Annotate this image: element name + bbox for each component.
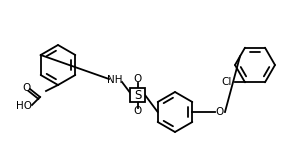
Text: S: S bbox=[134, 88, 142, 101]
FancyBboxPatch shape bbox=[130, 88, 146, 102]
Text: NH: NH bbox=[107, 75, 123, 85]
Text: O: O bbox=[134, 73, 142, 84]
Text: O: O bbox=[22, 83, 30, 93]
Text: HO: HO bbox=[16, 101, 32, 111]
Text: O: O bbox=[216, 107, 224, 117]
Text: O: O bbox=[134, 107, 142, 116]
Text: Cl: Cl bbox=[222, 77, 232, 87]
